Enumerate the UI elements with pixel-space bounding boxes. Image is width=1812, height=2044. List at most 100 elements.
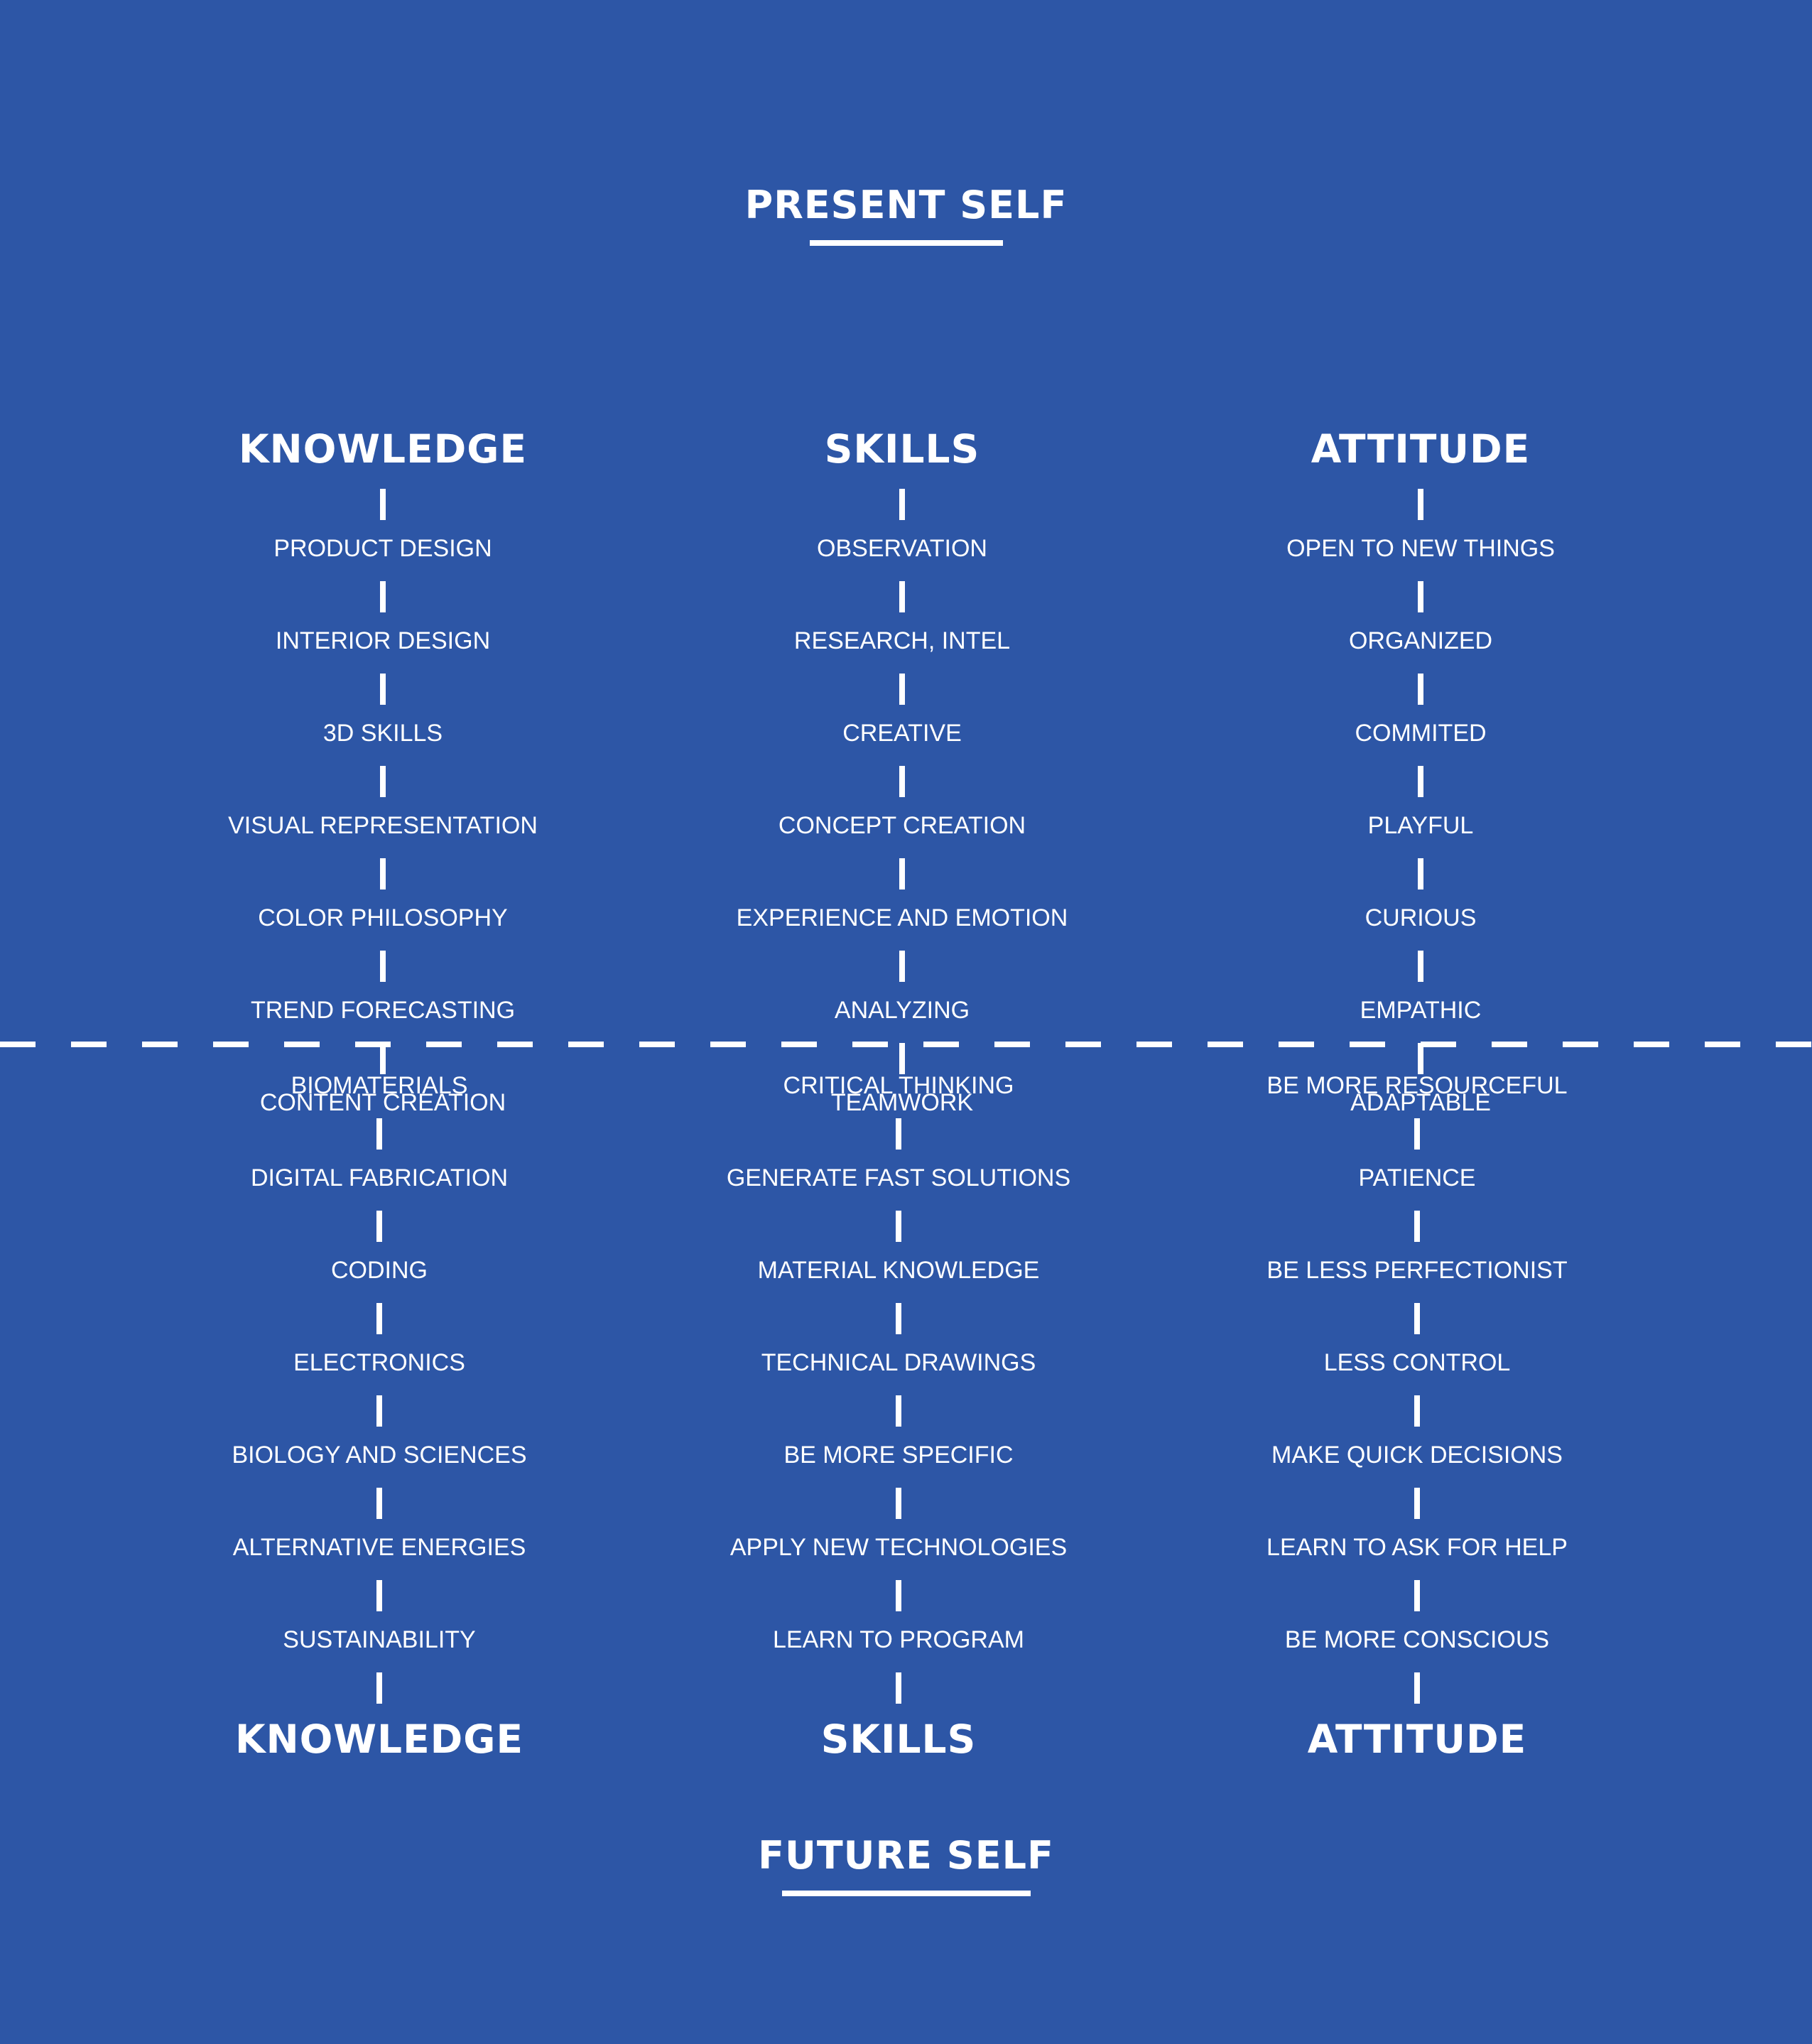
- future-knowledge-item: ELECTRONICS: [293, 1349, 465, 1376]
- present-skills-item: CREATIVE: [842, 720, 962, 747]
- present-knowledge-item: 3D SKILLS: [322, 720, 443, 747]
- present-knowledge-item: PRODUCT DESIGN: [273, 535, 492, 562]
- connector: [380, 1043, 386, 1074]
- connector: [380, 489, 386, 520]
- future-knowledge-item: CODING: [331, 1257, 428, 1284]
- future-skills-item: GENERATE FAST SOLUTIONS: [726, 1164, 1071, 1191]
- future-skills-item: BE MORE SPECIFIC: [783, 1442, 1014, 1469]
- present-attitude-item: COMMITED: [1355, 720, 1487, 747]
- future-self-title: FUTURE SELF: [758, 1833, 1054, 1878]
- connector: [376, 1580, 382, 1611]
- present-knowledge-item: TREND FORECASTING: [250, 997, 516, 1024]
- present-skills-item: EXPERIENCE AND EMOTION: [736, 904, 1068, 931]
- present-knowledge-item: CONTENT CREATION: [259, 1089, 506, 1116]
- present-skills-item: TEAMWORK: [830, 1089, 974, 1116]
- connector: [899, 1043, 905, 1074]
- present-self-title-block: PRESENT SELF: [0, 186, 1812, 246]
- future-attitude-item: BE LESS PERFECTIONIST: [1266, 1257, 1568, 1284]
- future-self-underline: [781, 1891, 1031, 1896]
- present-attitude-heading: ATTITUDE: [1311, 426, 1531, 472]
- connector: [899, 858, 905, 889]
- future-skills-heading: SKILLS: [820, 1716, 977, 1762]
- future-skills-item: TECHNICAL DRAWINGS: [761, 1349, 1036, 1376]
- connector: [896, 1488, 901, 1519]
- connector: [899, 766, 905, 797]
- connector: [1418, 951, 1423, 982]
- connector: [380, 766, 386, 797]
- connector: [896, 1672, 901, 1704]
- present-knowledge-item: INTERIOR DESIGN: [275, 627, 491, 654]
- connector: [376, 1488, 382, 1519]
- connector: [376, 1303, 382, 1334]
- present-future-divider: [0, 1042, 1812, 1047]
- present-knowledge-item: COLOR PHILOSOPHY: [258, 904, 508, 931]
- present-skills-item: CONCEPT CREATION: [778, 812, 1026, 839]
- present-attitude-item: ADAPTABLE: [1350, 1089, 1491, 1116]
- future-attitude-item: LEARN TO ASK FOR HELP: [1266, 1534, 1568, 1561]
- connector: [896, 1395, 901, 1427]
- future-attitude-heading: ATTITUDE: [1307, 1716, 1527, 1762]
- present-skills-column: SKILLS OBSERVATION RESEARCH, INTEL CREAT…: [653, 428, 1151, 1117]
- connector: [380, 858, 386, 889]
- connector: [1418, 489, 1423, 520]
- future-attitude-item: LESS CONTROL: [1323, 1349, 1511, 1376]
- future-attitude-column: BE MORE RESOURCEFUL PATIENCE BE LESS PER…: [1168, 1071, 1666, 1761]
- present-attitude-item: OPEN TO NEW THINGS: [1286, 535, 1555, 562]
- connector: [380, 581, 386, 612]
- connector: [1418, 1043, 1423, 1074]
- future-skills-item: LEARN TO PROGRAM: [773, 1626, 1024, 1653]
- future-knowledge-item: SUSTAINABILITY: [283, 1626, 476, 1653]
- connector: [1414, 1211, 1420, 1242]
- connector: [376, 1672, 382, 1704]
- connector: [896, 1303, 901, 1334]
- present-attitude-item: ORGANIZED: [1348, 627, 1493, 654]
- future-skills-item: APPLY NEW TECHNOLOGIES: [729, 1534, 1068, 1561]
- connector: [1418, 674, 1423, 705]
- present-attitude-item: PLAYFUL: [1367, 812, 1474, 839]
- connector: [899, 674, 905, 705]
- future-skills-item: MATERIAL KNOWLEDGE: [757, 1257, 1040, 1284]
- connector: [376, 1211, 382, 1242]
- connector: [899, 951, 905, 982]
- connector: [1414, 1395, 1420, 1427]
- connector: [1414, 1488, 1420, 1519]
- future-skills-column: CRITICAL THINKING GENERATE FAST SOLUTION…: [650, 1071, 1147, 1761]
- connector: [1418, 766, 1423, 797]
- connector: [376, 1395, 382, 1427]
- present-skills-heading: SKILLS: [824, 426, 980, 472]
- connector: [1414, 1118, 1420, 1150]
- present-skills-item: OBSERVATION: [817, 535, 987, 562]
- connector: [1414, 1303, 1420, 1334]
- connector: [380, 674, 386, 705]
- future-self-title-block: FUTURE SELF: [0, 1837, 1812, 1896]
- future-skills-item: CRITICAL THINKING: [783, 1072, 1014, 1099]
- future-knowledge-item: DIGITAL FABRICATION: [250, 1164, 509, 1191]
- connector: [896, 1580, 901, 1611]
- future-attitude-item: BE MORE RESOURCEFUL: [1266, 1072, 1568, 1099]
- present-knowledge-heading: KNOWLEDGE: [238, 426, 528, 472]
- future-knowledge-item: BIOMATERIALS: [291, 1072, 468, 1099]
- present-self-underline: [809, 240, 1003, 246]
- connector: [899, 489, 905, 520]
- future-knowledge-item: ALTERNATIVE ENERGIES: [232, 1534, 526, 1561]
- future-attitude-item: PATIENCE: [1358, 1164, 1476, 1191]
- future-attitude-item: MAKE QUICK DECISIONS: [1271, 1442, 1563, 1469]
- future-knowledge-heading: KNOWLEDGE: [234, 1716, 524, 1762]
- connector: [1418, 858, 1423, 889]
- present-self-title: PRESENT SELF: [744, 183, 1068, 227]
- future-knowledge-column: BIOMATERIALS DIGITAL FABRICATION CODING …: [131, 1071, 628, 1761]
- present-attitude-item: EMPATHIC: [1360, 997, 1482, 1024]
- connector: [376, 1118, 382, 1150]
- connector: [1414, 1580, 1420, 1611]
- present-attitude-column: ATTITUDE OPEN TO NEW THINGS ORGANIZED CO…: [1172, 428, 1669, 1117]
- connector: [899, 581, 905, 612]
- present-skills-item: RESEARCH, INTEL: [793, 627, 1011, 654]
- connector: [896, 1211, 901, 1242]
- connector: [1414, 1672, 1420, 1704]
- connector: [1418, 581, 1423, 612]
- present-knowledge-column: KNOWLEDGE PRODUCT DESIGN INTERIOR DESIGN…: [134, 428, 631, 1117]
- present-attitude-item: CURIOUS: [1365, 904, 1477, 931]
- present-knowledge-item: VISUAL REPRESENTATION: [228, 812, 538, 839]
- present-skills-item: ANALYZING: [834, 997, 970, 1024]
- connector: [380, 951, 386, 982]
